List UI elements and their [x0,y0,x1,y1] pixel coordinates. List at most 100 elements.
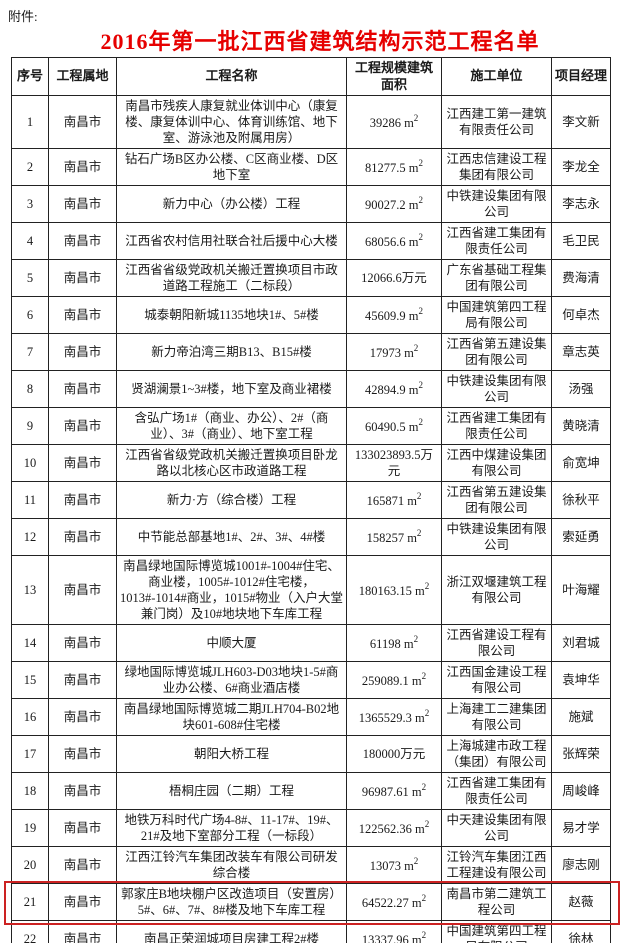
square-meter-sup: 2 [413,855,419,866]
table-row: 7 南昌市 新力帝泊湾三期B13、B15#楼 17973 m2 江西省第五建设集团有限公… [11,333,611,372]
cell-name: 地铁万科时代广场4-8#、11-17#、19#、21#及地下室部分工程（一标段） [116,809,347,848]
cell-contractor: 江西中煤建设集团有限公司 [441,444,552,483]
cell-location: 南昌市 [48,333,117,372]
square-meter-sup: 2 [413,633,419,644]
cell-location: 南昌市 [48,809,117,848]
square-meter-sup: 2 [418,379,423,390]
table-row: 19 南昌市 地铁万科时代广场4-8#、11-17#、19#、21#及地下室部分工程… [11,809,611,848]
cell-manager: 赵薇 [551,883,611,922]
cell-location: 南昌市 [48,735,117,774]
cell-no: 18 [11,772,49,811]
cell-manager: 李文新 [551,95,611,150]
cell-name: 郭家庄B地块棚户区改造项目（安置房）5#、6#、7#、8#楼及地下车库工程 [116,883,347,922]
table-row: 12 南昌市 中节能总部基地1#、2#、3#、4#楼 158257 m2 中铁建设集团有… [11,518,611,557]
cell-name: 新力·方（综合楼）工程 [116,481,347,520]
cell-contractor: 江西建工第一建筑有限责任公司 [441,95,552,150]
table-row: 4 南昌市 江西省农村信用社联合社后援中心大楼 68056.6 m2 江西省建工集团有限… [11,222,611,261]
cell-contractor: 江西省建工集团有限责任公司 [441,222,552,261]
table-row: 20 南昌市 江西江铃汽车集团改装车有限公司研发综合楼 13073 m2 江铃汽车集团江… [11,846,611,885]
header-cell: 施工单位 [441,56,552,97]
cell-scale: 45609.9 m2 [346,296,442,335]
header-cell: 工程名称 [116,56,347,97]
cell-no: 6 [11,296,49,335]
square-meter-sup: 2 [418,157,423,168]
table-row: 18 南昌市 梧桐庄园（二期）工程 96987.61 m2 江西省建工集团有限责任公司周… [11,772,611,811]
table-body: 1 南昌市 南昌市残疾人康复就业体训中心（康复楼、康复体训中心、体育训练馆、地下室、… [11,95,611,943]
cell-location: 南昌市 [48,185,117,224]
table-row: 9 南昌市 含弘广场1#（商业、办公）、2#（商业）、3#（商业）、地下室工程 604… [11,407,611,446]
cell-manager: 张辉荣 [551,735,611,774]
table-row: 13 南昌市 南昌绿地国际博览城1001#-1004#住宅、商业楼，1005#-10… [11,555,611,626]
table-row: 16 南昌市 南昌绿地国际博览城二期JLH704-B02地块601-608#住宅楼 1… [11,698,611,737]
table-header-row: 序号 工程属地 工程名称 工程规模建筑面积 施工单位 项目经理 [11,56,611,97]
cell-contractor: 江西省第五建设集团有限公司 [441,333,552,372]
cell-contractor: 南昌市第二建筑工程公司 [441,883,552,922]
cell-contractor: 中铁建设集团有限公司 [441,518,552,557]
square-meter-sup: 2 [416,527,422,538]
cell-no: 3 [11,185,49,224]
cell-name: 江西省省级党政机关搬迁置换项目市政道路工程施工（二标段） [116,259,347,298]
cell-scale: 61198 m2 [346,624,442,663]
cell-manager: 廖志刚 [551,846,611,885]
cell-contractor: 广东省基础工程集团有限公司 [441,259,552,298]
cell-location: 南昌市 [48,624,117,663]
square-meter-sup: 2 [424,707,430,718]
cell-scale: 68056.6 m2 [346,222,442,261]
cell-location: 南昌市 [48,846,117,885]
cell-location: 南昌市 [48,370,117,409]
cell-scale: 13073 m2 [346,846,442,885]
square-meter-sup: 2 [421,892,427,903]
square-meter-sup: 2 [418,194,423,205]
cell-name: 江西江铃汽车集团改装车有限公司研发综合楼 [116,846,347,885]
square-meter-sup: 2 [413,112,419,123]
table-row: 21 南昌市 郭家庄B地块棚户区改造项目（安置房）5#、6#、7#、8#楼及地下车库… [11,883,611,922]
cell-name: 南昌正荣润城项目房建工程2#楼 [116,920,347,943]
cell-scale: 1365529.3 m2 [346,698,442,737]
square-meter-sup: 2 [421,670,427,681]
cell-manager: 黄晓清 [551,407,611,446]
page-title: 2016年第一批江西省建筑结构示范工程名单 [100,29,540,54]
cell-manager: 易才学 [551,809,611,848]
cell-manager: 俞宽坤 [551,444,611,483]
cell-name: 南昌绿地国际博览城二期JLH704-B02地块601-608#住宅楼 [116,698,347,737]
projects-table: 序号 工程属地 工程名称 工程规模建筑面积 施工单位 项目经理 1 南昌市 南昌市残疾人康复就… [11,56,611,943]
square-meter-sup: 2 [418,416,423,427]
table-row: 5 南昌市 江西省省级党政机关搬迁置换项目市政道路工程施工（二标段） 12066.6万… [11,259,611,298]
cell-location: 南昌市 [48,95,117,150]
cell-no: 12 [11,518,49,557]
cell-manager: 袁坤华 [551,661,611,700]
cell-no: 7 [11,333,49,372]
cell-no: 22 [11,920,49,943]
cell-location: 南昌市 [48,920,117,943]
cell-location: 南昌市 [48,481,117,520]
cell-name: 江西省省级党政机关搬迁置换项目卧龙路以北核心区市政道路工程 [116,444,347,483]
table-row: 17 南昌市 朝阳大桥工程 180000万元 上海城建市政工程（集团）有限公司 张辉荣 [11,735,611,774]
cell-contractor: 中国建筑第四工程局有限公司 [441,296,552,335]
cell-contractor: 江西省建工集团有限责任公司 [441,772,552,811]
cell-contractor: 中天建设集团有限公司 [441,809,552,848]
square-meter-sup: 2 [421,781,427,792]
cell-manager: 施斌 [551,698,611,737]
cell-scale: 64522.27 m2 [346,883,442,922]
cell-manager: 索延勇 [551,518,611,557]
cell-name: 中节能总部基地1#、2#、3#、4#楼 [116,518,347,557]
header-cell: 序号 [11,56,49,97]
cell-contractor: 江西省建设工程有限公司 [441,624,552,663]
table-row: 3 南昌市 新力中心（办公楼）工程 90027.2 m2 中铁建设集团有限公司 李志永 [11,185,611,224]
cell-location: 南昌市 [48,148,117,187]
cell-name: 江西省农村信用社联合社后援中心大楼 [116,222,347,261]
cell-contractor: 江西国金建设工程有限公司 [441,661,552,700]
cell-no: 4 [11,222,49,261]
cell-contractor: 浙江双堰建筑工程有限公司 [441,555,552,626]
header-cell: 项目经理 [551,56,611,97]
cell-contractor: 江西省第五建设集团有限公司 [441,481,552,520]
table-row: 2 南昌市 钻石广场B区办公楼、C区商业楼、D区地下室 81277.5 m2 江西忠信建… [11,148,611,187]
cell-no: 17 [11,735,49,774]
cell-name: 钻石广场B区办公楼、C区商业楼、D区地下室 [116,148,347,187]
square-meter-sup: 2 [418,231,423,242]
table-row: 6 南昌市 城泰朝阳新城1135地块1#、5#楼 45609.9 m2 中国建筑第四工程… [11,296,611,335]
cell-contractor: 中铁建设集团有限公司 [441,370,552,409]
square-meter-sup: 2 [413,342,419,353]
cell-location: 南昌市 [48,883,117,922]
table-row: 1 南昌市 南昌市残疾人康复就业体训中心（康复楼、康复体训中心、体育训练馆、地下室、… [11,95,611,150]
